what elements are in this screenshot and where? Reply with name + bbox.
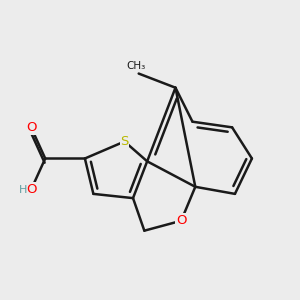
Text: O: O <box>26 183 36 196</box>
Text: O: O <box>176 214 186 227</box>
Text: O: O <box>26 121 36 134</box>
Text: H: H <box>19 184 27 195</box>
Text: CH₃: CH₃ <box>126 61 146 71</box>
Text: S: S <box>120 135 129 148</box>
